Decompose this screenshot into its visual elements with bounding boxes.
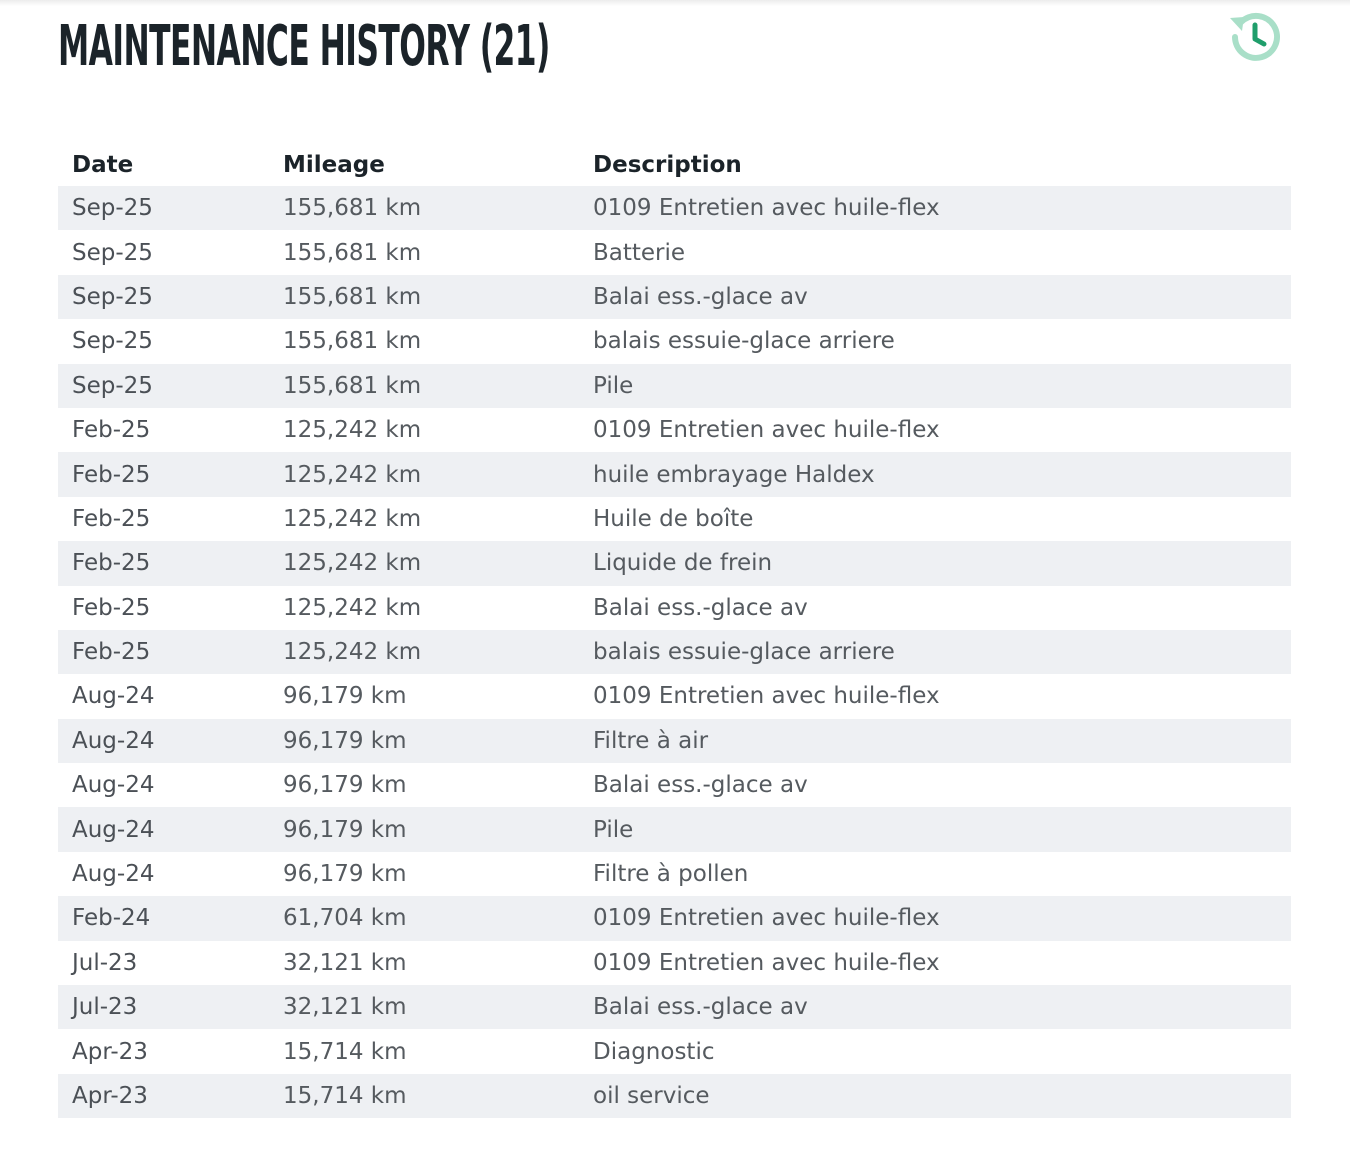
table-row: Feb-24 61,704 km 0109 Entretien avec huile… <box>58 896 1291 941</box>
table-header-row: Date Mileage Description <box>58 143 1291 186</box>
description-cell: Balai ess.-glace av <box>593 283 808 310</box>
mileage-cell: 155,681 km <box>283 372 422 399</box>
date-cell: Sep-25 <box>72 328 153 355</box>
mileage-cell: 125,242 km <box>283 550 422 577</box>
mileage-cell: 96,179 km <box>283 861 407 888</box>
date-cell: Aug-24 <box>72 816 155 843</box>
mileage-cell: 155,681 km <box>283 239 422 266</box>
mileage-cell: 61,704 km <box>283 905 407 932</box>
table-row: Sep-25 155,681 km balais essuie-glace arri… <box>58 319 1291 364</box>
table-row: Apr-23 15,714 km oil service <box>58 1073 1291 1119</box>
mileage-cell: 96,179 km <box>283 772 407 799</box>
date-cell: Jul-23 <box>72 949 138 976</box>
table-row: Sep-25 155,681 km Batterie <box>58 230 1291 275</box>
description-cell: 0109 Entretien avec huile-flex <box>593 417 940 444</box>
mileage-cell: 125,242 km <box>283 461 422 488</box>
date-cell: Feb-25 <box>72 505 151 532</box>
mileage-cell: 155,681 km <box>283 195 422 222</box>
history-icon[interactable] <box>1224 6 1286 68</box>
mileage-cell: 96,179 km <box>283 727 407 754</box>
date-cell: Aug-24 <box>72 772 155 799</box>
column-header-mileage[interactable]: Mileage <box>283 151 385 178</box>
mileage-cell: 125,242 km <box>283 505 422 532</box>
table-row: Feb-25 125,242 km Huile de boîte <box>58 496 1291 542</box>
date-cell: Jul-23 <box>72 994 138 1021</box>
column-header-description[interactable]: Description <box>593 151 742 178</box>
description-cell: Batterie <box>593 239 686 266</box>
description-cell: Balai ess.-glace av <box>593 994 808 1021</box>
description-cell: Huile de boîte <box>593 505 754 532</box>
description-cell: Balai ess.-glace av <box>593 772 808 799</box>
table-row: Jul-23 32,121 km 0109 Entretien avec huile… <box>58 940 1291 986</box>
description-cell: Filtre à pollen <box>593 861 749 888</box>
table-row: Feb-25 125,242 km Liquide de frein <box>58 541 1291 586</box>
date-cell: Feb-25 <box>72 594 151 621</box>
mileage-cell: 155,681 km <box>283 283 422 310</box>
date-cell: Sep-25 <box>72 239 153 266</box>
description-cell: Diagnostic <box>593 1038 715 1065</box>
mileage-cell: 125,242 km <box>283 639 422 666</box>
mileage-cell: 155,681 km <box>283 328 422 355</box>
table-row: Sep-25 155,681 km Balai ess.-glace av <box>58 274 1291 320</box>
table-row: Feb-25 125,242 km huile embrayage Haldex <box>58 452 1291 497</box>
description-cell: 0109 Entretien avec huile-flex <box>593 195 940 222</box>
table-row: Aug-24 96,179 km Filtre à air <box>58 718 1291 764</box>
table-row: Aug-24 96,179 km Pile <box>58 807 1291 852</box>
table-row: Aug-24 96,179 km Balai ess.-glace av <box>58 763 1291 808</box>
mileage-cell: 15,714 km <box>283 1083 407 1109</box>
date-cell: Sep-25 <box>72 283 153 310</box>
description-cell: Pile <box>593 372 634 399</box>
description-cell: 0109 Entretien avec huile-flex <box>593 683 940 710</box>
date-cell: Apr-23 <box>72 1083 148 1109</box>
description-cell: Pile <box>593 816 634 843</box>
date-cell: Feb-25 <box>72 417 151 444</box>
table-row: Aug-24 96,179 km 0109 Entretien avec huile… <box>58 674 1291 719</box>
mileage-cell: 15,714 km <box>283 1038 407 1065</box>
mileage-cell: 96,179 km <box>283 683 407 710</box>
table-row: Aug-24 96,179 km Filtre à pollen <box>58 851 1291 897</box>
description-cell: balais essuie-glace arriere <box>593 328 895 355</box>
maintenance-table: Date Mileage Description Sep-25 155,681 k… <box>58 143 1291 1119</box>
column-header-date[interactable]: Date <box>72 151 134 178</box>
description-cell: oil service <box>593 1083 710 1109</box>
date-cell: Feb-25 <box>72 461 151 488</box>
date-cell: Feb-25 <box>72 639 151 666</box>
description-cell: 0109 Entretien avec huile-flex <box>593 905 940 932</box>
description-cell: Filtre à air <box>593 727 709 754</box>
description-cell: Balai ess.-glace av <box>593 594 808 621</box>
description-cell: huile embrayage Haldex <box>593 461 875 488</box>
date-cell: Aug-24 <box>72 683 155 710</box>
table-row: Feb-25 125,242 km balais essuie-glace arri… <box>58 629 1291 675</box>
mileage-cell: 32,121 km <box>283 994 407 1021</box>
description-cell: balais essuie-glace arriere <box>593 639 895 666</box>
date-cell: Aug-24 <box>72 727 155 754</box>
table-row: Jul-23 32,121 km Balai ess.-glace av <box>58 985 1291 1030</box>
table-row: Apr-23 15,714 km Diagnostic <box>58 1029 1291 1074</box>
mileage-cell: 96,179 km <box>283 816 407 843</box>
table-row: Sep-25 155,681 km Pile <box>58 363 1291 408</box>
date-cell: Aug-24 <box>72 861 155 888</box>
table-row: Sep-25 155,681 km 0109 Entretien avec huil… <box>58 186 1291 231</box>
mileage-cell: 32,121 km <box>283 949 407 976</box>
page-title: MAINTENANCE HISTORY (21) <box>58 14 550 79</box>
mileage-cell: 125,242 km <box>283 594 422 621</box>
date-cell: Apr-23 <box>72 1038 148 1065</box>
date-cell: Feb-24 <box>72 905 151 932</box>
table-row: Feb-25 125,242 km Balai ess.-glace av <box>58 585 1291 630</box>
top-shadow <box>0 0 1350 6</box>
table-row: Feb-25 125,242 km 0109 Entretien avec huil… <box>58 407 1291 453</box>
date-cell: Sep-25 <box>72 195 153 222</box>
description-cell: Liquide de frein <box>593 550 773 577</box>
date-cell: Feb-25 <box>72 550 151 577</box>
date-cell: Sep-25 <box>72 372 153 399</box>
mileage-cell: 125,242 km <box>283 417 422 444</box>
description-cell: 0109 Entretien avec huile-flex <box>593 949 940 976</box>
